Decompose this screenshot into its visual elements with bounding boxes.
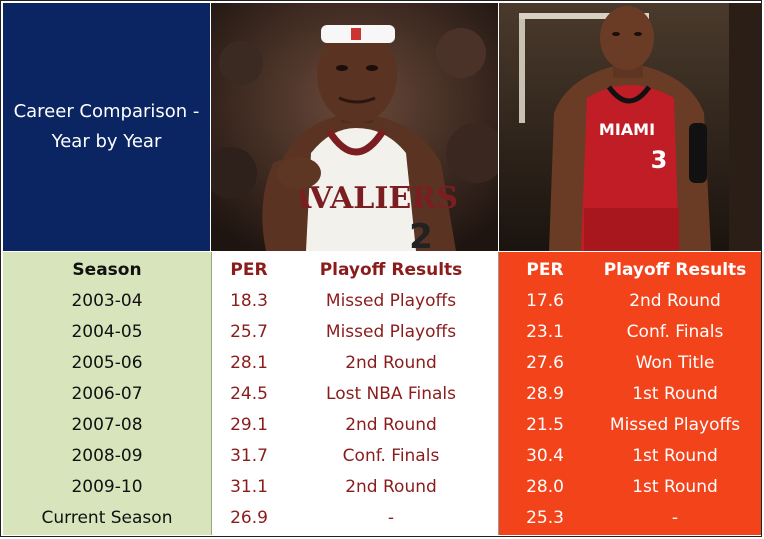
table-row: 2008-09 [3,440,211,471]
table-row: 28.1 2nd Round [212,347,498,378]
cavaliers-player-image: CAVALIERS 2 [211,3,498,251]
per-cell: 31.1 [230,476,268,497]
table-row: 21.5 Missed Playoffs [499,409,761,440]
per-cell: 29.1 [230,414,268,435]
table-row: 2009-10 [3,471,211,502]
per-cell: 23.1 [526,321,564,342]
jersey-text-miami: MIAMI [599,120,655,139]
playoff-result-cell: Missed Playoffs [325,321,457,342]
table-row: 17.6 2nd Round [499,285,761,316]
table-row: 2006-07 [3,378,211,409]
season-cell: 2007-08 [71,414,143,435]
table-row: 28.0 1st Round [499,471,761,502]
per-cell: 21.5 [526,414,564,435]
table-row: 25.7 Missed Playoffs [212,316,498,347]
playoff-result-cell: 1st Round [632,383,718,404]
playoff-result-cell: 2nd Round [629,290,721,311]
table-row: 24.5 Lost NBA Finals [212,378,498,409]
header-per: PER [230,259,268,280]
playoff-result-cell: Conf. Finals [626,321,724,342]
playoff-result-cell: Missed Playoffs [609,414,741,435]
player-photo-miami: MIAMI 3 [499,3,761,251]
playoff-result-cell: Won Title [635,352,715,373]
per-cell: 25.7 [230,321,268,342]
table-row: 2007-08 [3,409,211,440]
season-cell: 2005-06 [71,352,143,373]
miami-player-image: MIAMI 3 [499,3,761,251]
header-playoff-results: Playoff Results [319,259,463,280]
per-cell: 26.9 [230,507,268,528]
cavaliers-player-stats: PER Playoff Results 18.3 Missed Playoffs … [212,252,499,535]
season-cell: Current Season [41,507,173,528]
playoff-result-cell: 1st Round [632,476,718,497]
player-photo-cavaliers: CAVALIERS 2 [211,3,498,251]
table-row: 30.4 1st Round [499,440,761,471]
playoff-result-cell: Lost NBA Finals [326,383,456,404]
table-row: 27.6 Won Title [499,347,761,378]
table-row: 31.7 Conf. Finals [212,440,498,471]
table-row: 18.3 Missed Playoffs [212,285,498,316]
table-row: 23.1 Conf. Finals [499,316,761,347]
playoff-result-cell: 1st Round [632,445,718,466]
header-row: PER Playoff Results [499,254,761,285]
header-season: Season [72,259,142,280]
playoff-result-cell: Conf. Finals [342,445,440,466]
miami-player-stats: PER Playoff Results 17.6 2nd Round 23.1 Co… [499,252,761,535]
table-row: 2003-04 [3,285,211,316]
per-cell: 30.4 [526,445,564,466]
playoff-result-cell: - [671,507,679,528]
season-column: Season 2003-04 2004-05 2005-06 2006-07 2… [3,252,212,535]
table-row: 28.9 1st Round [499,378,761,409]
header-row: Season [3,254,211,285]
header-row: PER Playoff Results [212,254,498,285]
season-cell: 2009-10 [71,476,143,497]
table-row: 25.3 - [499,502,761,533]
per-cell: 28.1 [230,352,268,373]
title-panel: Career Comparison - Year by Year [3,3,210,251]
table-row: 31.1 2nd Round [212,471,498,502]
jersey-number-left: 2 [409,217,433,251]
playoff-result-cell: 2nd Round [345,414,437,435]
playoff-result-cell: 2nd Round [345,352,437,373]
per-cell: 18.3 [230,290,268,311]
playoff-result-cell: Missed Playoffs [325,290,457,311]
table-row: 29.1 2nd Round [212,409,498,440]
playoff-result-cell: - [387,507,395,528]
per-cell: 31.7 [230,445,268,466]
header-playoff-results: Playoff Results [603,259,747,280]
playoff-result-cell: 2nd Round [345,476,437,497]
per-cell: 24.5 [230,383,268,404]
table-row: 2005-06 [3,347,211,378]
header-per: PER [526,259,564,280]
season-cell: 2006-07 [71,383,143,404]
table-row: 26.9 - [212,502,498,533]
per-cell: 25.3 [526,507,564,528]
jersey-number-right: 3 [651,146,668,174]
table-row: 2004-05 [3,316,211,347]
table-row: Current Season [3,502,211,533]
season-cell: 2003-04 [71,290,143,311]
per-cell: 28.0 [526,476,564,497]
per-cell: 17.6 [526,290,564,311]
page-title: Career Comparison - Year by Year [13,101,200,152]
per-cell: 28.9 [526,383,564,404]
per-cell: 27.6 [526,352,564,373]
season-cell: 2008-09 [71,445,143,466]
season-cell: 2004-05 [71,321,143,342]
